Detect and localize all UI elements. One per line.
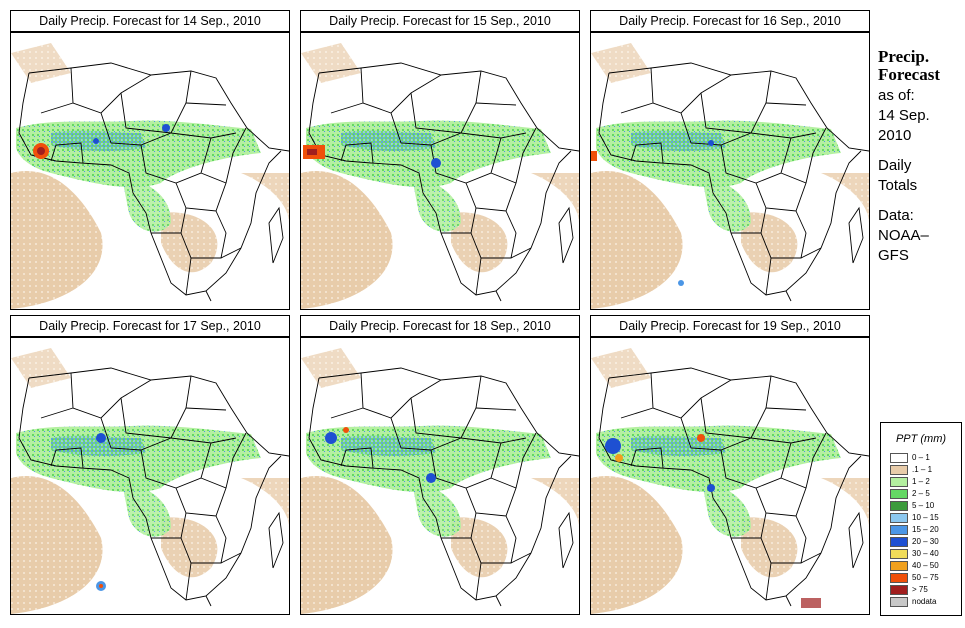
legend-item: 15 – 20 <box>890 525 960 536</box>
legend-swatch <box>890 477 908 487</box>
panel-title: Daily Precip. Forecast for 19 Sep., 2010 <box>590 315 870 337</box>
legend-label: .1 – 1 <box>912 465 933 474</box>
legend-label: 0 – 1 <box>912 453 930 462</box>
legend-label: 20 – 30 <box>912 537 939 546</box>
forecast-panel-6: Daily Precip. Forecast for 19 Sep., 2010 <box>590 315 870 615</box>
asof-date: 14 Sep. <box>878 107 930 124</box>
legend-label: 15 – 20 <box>912 525 939 534</box>
heading-forecast: Forecast <box>878 65 940 84</box>
legend-swatch <box>890 489 908 499</box>
forecast-info: Precip. Forecast as of: 14 Sep. 2010 Dai… <box>878 48 962 266</box>
legend-swatch <box>890 585 908 595</box>
legend-swatch <box>890 561 908 571</box>
legend-swatch <box>890 513 908 523</box>
forecast-panel-1: Daily Precip. Forecast for 14 Sep., 2010 <box>10 10 290 310</box>
totals-label: Totals <box>878 177 918 194</box>
legend-item: 1 – 2 <box>890 477 960 488</box>
heading-precip: Precip. <box>878 47 930 66</box>
forecast-panel-2: Daily Precip. Forecast for 15 Sep., 2010 <box>300 10 580 310</box>
legend-label: 50 – 75 <box>912 573 939 582</box>
legend: PPT (mm) 0 – 1 .1 – 1 1 – 2 2 – 5 5 – 10 10 –… <box>880 422 962 616</box>
legend-item: 40 – 50 <box>890 561 960 572</box>
precip-map <box>300 32 580 310</box>
legend-label: 30 – 40 <box>912 549 939 558</box>
legend-item: .1 – 1 <box>890 465 960 476</box>
legend-swatch <box>890 597 908 607</box>
legend-swatch <box>890 525 908 535</box>
data-label: Data: <box>878 207 914 224</box>
panel-title: Daily Precip. Forecast for 14 Sep., 2010 <box>10 10 290 32</box>
panel-title: Daily Precip. Forecast for 17 Sep., 2010 <box>10 315 290 337</box>
legend-item: 2 – 5 <box>890 489 960 500</box>
legend-item: > 75 <box>890 585 960 596</box>
legend-swatch <box>890 501 908 511</box>
source-line-2: GFS <box>878 247 909 264</box>
legend-swatch <box>890 453 908 463</box>
asof-year: 2010 <box>878 127 912 144</box>
asof-label: as of: <box>878 87 915 104</box>
legend-swatch <box>890 549 908 559</box>
legend-swatch <box>890 573 908 583</box>
precip-map <box>300 337 580 615</box>
legend-label: 40 – 50 <box>912 561 939 570</box>
legend-item: 5 – 10 <box>890 501 960 512</box>
panel-title: Daily Precip. Forecast for 18 Sep., 2010 <box>300 315 580 337</box>
legend-item: 30 – 40 <box>890 549 960 560</box>
forecast-panel-3: Daily Precip. Forecast for 16 Sep., 2010 <box>590 10 870 310</box>
legend-label: nodata <box>912 597 937 606</box>
legend-label: 10 – 15 <box>912 513 939 522</box>
panel-title: Daily Precip. Forecast for 15 Sep., 2010 <box>300 10 580 32</box>
source-line-1: NOAA– <box>878 227 929 244</box>
legend-swatch <box>890 537 908 547</box>
precip-map <box>590 337 870 615</box>
daily-label: Daily <box>878 157 912 174</box>
legend-swatch <box>890 465 908 475</box>
legend-item: 0 – 1 <box>890 453 960 464</box>
legend-item: 20 – 30 <box>890 537 960 548</box>
panel-title: Daily Precip. Forecast for 16 Sep., 2010 <box>590 10 870 32</box>
legend-title: PPT (mm) <box>895 433 947 445</box>
precip-map <box>10 337 290 615</box>
heavy-rain-cell <box>591 151 597 161</box>
legend-item: 50 – 75 <box>890 573 960 584</box>
precip-map <box>10 32 290 310</box>
legend-label: 1 – 2 <box>912 477 930 486</box>
legend-item: nodata <box>890 597 960 608</box>
legend-label: 2 – 5 <box>912 489 930 498</box>
forecast-panel-4: Daily Precip. Forecast for 17 Sep., 2010 <box>10 315 290 615</box>
forecast-panel-5: Daily Precip. Forecast for 18 Sep., 2010 <box>300 315 580 615</box>
legend-label: 5 – 10 <box>912 501 935 510</box>
precip-map <box>590 32 870 310</box>
legend-label: > 75 <box>912 585 928 594</box>
legend-item: 10 – 15 <box>890 513 960 524</box>
